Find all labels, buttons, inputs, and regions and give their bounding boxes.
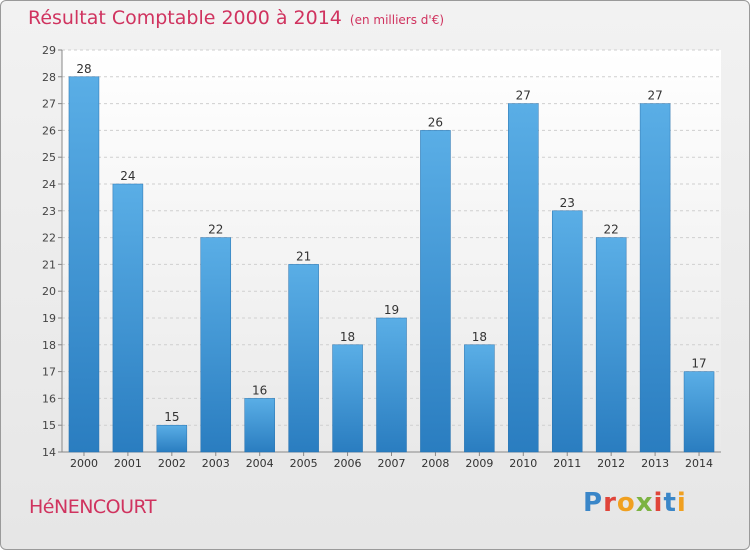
x-tick-label-2003: 2003 [202, 457, 230, 470]
data-label-2003: 22 [208, 223, 223, 237]
y-tick-label: 25 [42, 151, 56, 164]
x-tick-label-2005: 2005 [290, 457, 318, 470]
bar-2012 [595, 237, 627, 453]
bar-2011 [551, 210, 583, 453]
x-tick-label-2012: 2012 [597, 457, 625, 470]
bar-2007 [376, 317, 407, 453]
y-tick-label: 27 [42, 98, 56, 111]
y-tick-label: 14 [42, 446, 56, 459]
x-tick-label-2002: 2002 [158, 457, 186, 470]
y-tick-label: 23 [42, 205, 56, 218]
bar-2006 [332, 344, 363, 453]
data-label-2013: 27 [647, 89, 662, 103]
y-tick-label: 16 [42, 392, 56, 405]
y-tick-label: 24 [42, 178, 56, 191]
x-tick-label-2007: 2007 [378, 457, 406, 470]
chart-title: Résultat Comptable 2000 à 2014 (en millie… [28, 7, 444, 29]
x-tick-label-2010: 2010 [509, 457, 537, 470]
y-tick-label: 22 [42, 232, 56, 245]
data-label-2007: 19 [384, 303, 399, 317]
data-label-2005: 21 [296, 249, 311, 263]
x-tick-label-2011: 2011 [553, 457, 581, 470]
data-label-2006: 18 [340, 330, 355, 344]
x-tick-label-2008: 2008 [421, 457, 449, 470]
data-label-2008: 26 [428, 115, 443, 129]
y-tick-label: 18 [42, 339, 56, 352]
x-tick-label-2009: 2009 [465, 457, 493, 470]
data-label-2009: 18 [472, 330, 487, 344]
y-tick-label: 17 [42, 366, 56, 379]
data-label-2000: 28 [76, 62, 91, 76]
y-tick-label: 21 [42, 258, 56, 271]
commune-name: HéNENCOURT [29, 496, 156, 518]
chart-subtitle: (en milliers d'€) [349, 13, 445, 27]
bar-2003 [200, 237, 232, 453]
bar-2000 [68, 76, 100, 453]
y-tick-label: 19 [42, 312, 56, 325]
labels: 28 2000 24 2001 15 2002 22 2003 16 2004 21 2005 18 20… [70, 62, 713, 470]
x-tick-label-2000: 2000 [70, 457, 98, 470]
data-label-2014: 17 [691, 357, 706, 371]
bar-2010 [508, 103, 539, 453]
y-tick-label: 28 [42, 71, 56, 84]
bar-2009 [464, 344, 495, 453]
bar-2008 [420, 130, 451, 453]
data-label-2011: 23 [560, 196, 575, 210]
x-tick-label-2013: 2013 [641, 457, 669, 470]
data-label-2012: 22 [604, 223, 619, 237]
x-tick-label-2001: 2001 [114, 457, 142, 470]
data-label-2010: 27 [516, 89, 531, 103]
y-tick-label: 20 [42, 285, 56, 298]
y-tick-label: 29 [42, 44, 56, 57]
x-tick-label-2014: 2014 [685, 457, 713, 470]
bar-2005 [288, 264, 319, 453]
bar-2014 [683, 371, 715, 453]
x-tick-label-2004: 2004 [246, 457, 274, 470]
y-tick-label: 26 [42, 124, 56, 137]
proxiti-logo[interactable]: Proxiti [583, 488, 687, 518]
bar-2004 [244, 398, 275, 453]
data-label-2002: 15 [164, 410, 179, 424]
chart-title-text: Résultat Comptable 2000 à 2014 [28, 7, 342, 29]
data-label-2001: 24 [120, 169, 135, 183]
bar-2013 [639, 103, 671, 453]
bar-2002 [156, 424, 188, 453]
data-label-2004: 16 [252, 383, 267, 397]
x-tick-label-2006: 2006 [334, 457, 362, 470]
bars [68, 76, 715, 453]
bar-2001 [112, 183, 144, 453]
y-tick-label: 15 [42, 419, 56, 432]
